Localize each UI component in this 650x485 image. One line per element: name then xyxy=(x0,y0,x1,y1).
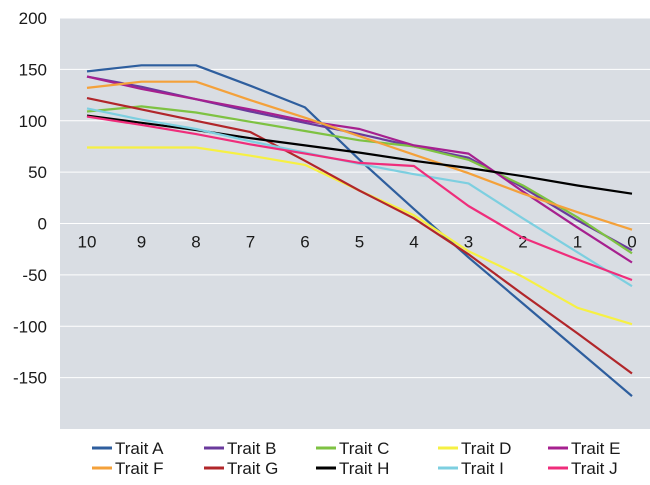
series-line-trait-f xyxy=(86,80,633,231)
legend-item-trait-i: Trait I xyxy=(438,459,504,478)
legend-label: Trait F xyxy=(115,459,163,478)
legend-label: Trait E xyxy=(571,439,620,458)
series-line-trait-j xyxy=(86,115,633,282)
y-tick-label: 200 xyxy=(19,9,47,28)
x-tick-label: 6 xyxy=(300,233,309,252)
y-tick-label: -150 xyxy=(13,369,47,388)
legend-item-trait-h: Trait H xyxy=(316,459,389,478)
legend-item-trait-d: Trait D xyxy=(438,439,511,458)
legend-label: Trait C xyxy=(339,439,389,458)
series-line-trait-g xyxy=(86,97,633,375)
legend-label: Trait B xyxy=(227,439,276,458)
legend-label: Trait J xyxy=(571,459,618,478)
legend: Trait A Trait B Trait C Trait D Trait ETrait… xyxy=(92,439,620,478)
legend-item-trait-f: Trait F xyxy=(92,459,163,478)
legend-item-trait-j: Trait J xyxy=(548,459,618,478)
series-lines xyxy=(86,64,633,397)
x-tick-label: 0 xyxy=(627,233,636,252)
x-tick-label: 10 xyxy=(78,233,97,252)
x-tick-label: 3 xyxy=(464,233,473,252)
y-tick-label: 0 xyxy=(38,215,47,234)
legend-label: Trait H xyxy=(339,459,389,478)
series-line-trait-h xyxy=(86,114,633,195)
legend-label: Trait G xyxy=(227,459,278,478)
legend-label: Trait I xyxy=(461,459,504,478)
x-tick-label: 2 xyxy=(518,233,527,252)
series-line-trait-e xyxy=(86,75,633,264)
y-tick-label: 150 xyxy=(19,60,47,79)
legend-item-trait-g: Trait G xyxy=(204,459,278,478)
legend-item-trait-a: Trait A xyxy=(92,439,164,458)
x-tick-label: 5 xyxy=(355,233,364,252)
legend-label: Trait D xyxy=(461,439,511,458)
legend-item-trait-c: Trait C xyxy=(316,439,389,458)
x-tick-label: 1 xyxy=(573,233,582,252)
series-line-trait-c xyxy=(86,105,633,255)
legend-item-trait-e: Trait E xyxy=(548,439,620,458)
y-axis: 200 150 100 50 0 -50 -100 -150 xyxy=(13,9,47,388)
y-tick-label: -100 xyxy=(13,317,47,336)
legend-label: Trait A xyxy=(115,439,164,458)
y-tick-label: 100 xyxy=(19,112,47,131)
x-tick-label: 7 xyxy=(246,233,255,252)
gridlines xyxy=(60,17,650,379)
legend-item-trait-b: Trait B xyxy=(204,439,276,458)
y-tick-label: -50 xyxy=(22,266,47,285)
x-axis: 10 9 8 7 6 5 4 3 2 1 0 xyxy=(78,233,637,252)
x-tick-label: 8 xyxy=(191,233,200,252)
y-tick-label: 50 xyxy=(28,163,47,182)
x-tick-label: 9 xyxy=(137,233,146,252)
x-tick-label: 4 xyxy=(409,233,418,252)
series-line-trait-a xyxy=(86,64,633,397)
